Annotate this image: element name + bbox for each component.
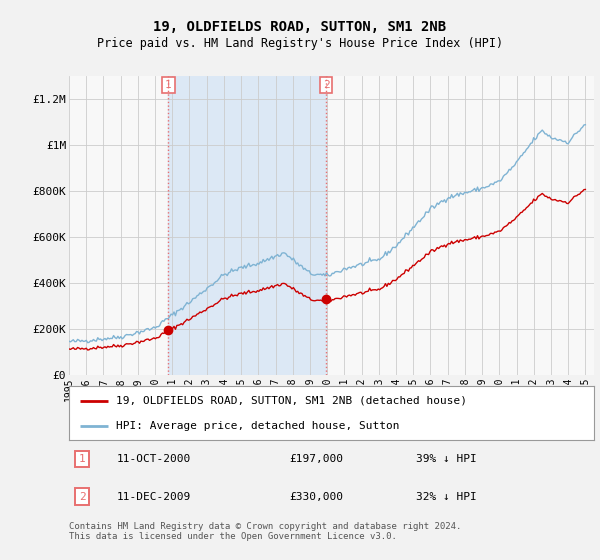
Text: 32% ↓ HPI: 32% ↓ HPI: [415, 492, 476, 502]
Text: £330,000: £330,000: [290, 492, 343, 502]
Text: 39% ↓ HPI: 39% ↓ HPI: [415, 454, 476, 464]
Text: Price paid vs. HM Land Registry's House Price Index (HPI): Price paid vs. HM Land Registry's House …: [97, 37, 503, 50]
Text: Contains HM Land Registry data © Crown copyright and database right 2024.
This d: Contains HM Land Registry data © Crown c…: [69, 522, 461, 542]
Text: 2: 2: [323, 80, 330, 90]
Bar: [169, 76, 326, 375]
Text: £197,000: £197,000: [290, 454, 343, 464]
Text: 19, OLDFIELDS ROAD, SUTTON, SM1 2NB: 19, OLDFIELDS ROAD, SUTTON, SM1 2NB: [154, 20, 446, 34]
Text: 1: 1: [79, 454, 86, 464]
Text: 2: 2: [79, 492, 86, 502]
Text: 1: 1: [165, 80, 172, 90]
Text: 11-DEC-2009: 11-DEC-2009: [116, 492, 191, 502]
Text: 11-OCT-2000: 11-OCT-2000: [116, 454, 191, 464]
Text: 19, OLDFIELDS ROAD, SUTTON, SM1 2NB (detached house): 19, OLDFIELDS ROAD, SUTTON, SM1 2NB (det…: [116, 396, 467, 406]
Text: HPI: Average price, detached house, Sutton: HPI: Average price, detached house, Sutt…: [116, 421, 400, 431]
